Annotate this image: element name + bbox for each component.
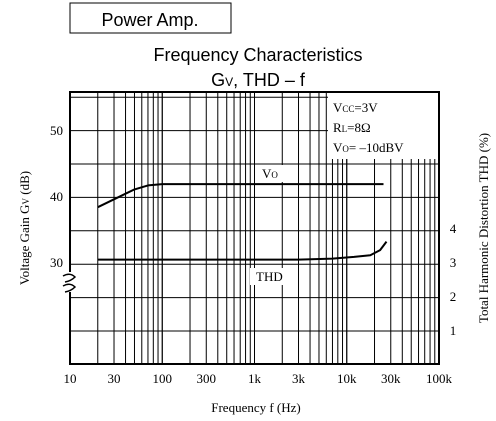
x-tick-label: 10 <box>64 371 77 386</box>
y-left-tick-label: 30 <box>50 255 63 270</box>
series-label-vo: VO <box>262 166 278 181</box>
x-tick-label: 100k <box>426 371 453 386</box>
tick-labels: 10 30 100 300 1k 3k 10k 30k 100k 50 40 30 4 3 2 1 <box>50 123 457 386</box>
condition-vcc: VCC=3V <box>333 100 378 115</box>
y-right-tick-label: 3 <box>450 255 457 270</box>
header-box <box>69 2 232 34</box>
series-line-thd <box>97 240 388 261</box>
x-tick-label: 300 <box>197 371 217 386</box>
condition-rl: RL=8Ω <box>333 120 371 135</box>
y-axis-left-label: Voltage Gain GV (dB) <box>17 171 32 285</box>
x-tick-label: 100 <box>153 371 173 386</box>
x-axis-label: Frequency f (Hz) <box>211 400 301 415</box>
x-tick-label: 3k <box>292 371 306 386</box>
x-tick-label: 10k <box>337 371 357 386</box>
thd-label-bg <box>250 268 290 285</box>
plot-frame <box>69 91 440 365</box>
chart-subtitle: GV, THD – f <box>211 70 306 90</box>
chart-title: Frequency Characteristics <box>153 45 362 65</box>
y-right-tick-label: 2 <box>450 289 457 304</box>
grid <box>70 92 439 364</box>
y-right-tick-label: 4 <box>450 221 457 236</box>
y-right-tick-label: 1 <box>450 323 457 338</box>
vo-label-bg <box>256 165 292 182</box>
x-tick-label: 30k <box>381 371 401 386</box>
y-left-tick-label: 40 <box>50 189 63 204</box>
x-tick-label: 1k <box>248 371 262 386</box>
x-tick-label: 30 <box>108 371 121 386</box>
header-box-label: Power Amp. <box>101 10 198 30</box>
series-line-vo <box>97 183 384 209</box>
y-axis-right-label: Total Harmonic Distortion THD (%) <box>476 133 491 323</box>
condition-vo: VO= –10dBV <box>333 140 404 155</box>
axis-break <box>62 272 78 293</box>
y-left-tick-label: 50 <box>50 123 63 138</box>
conditions-box <box>328 93 438 159</box>
series-label-thd: THD <box>256 269 283 284</box>
series-group <box>97 183 388 261</box>
subtitle-main: G <box>211 70 225 90</box>
subtitle-rest: , THD – f <box>233 70 306 90</box>
subtitle-sub: V <box>225 75 233 89</box>
